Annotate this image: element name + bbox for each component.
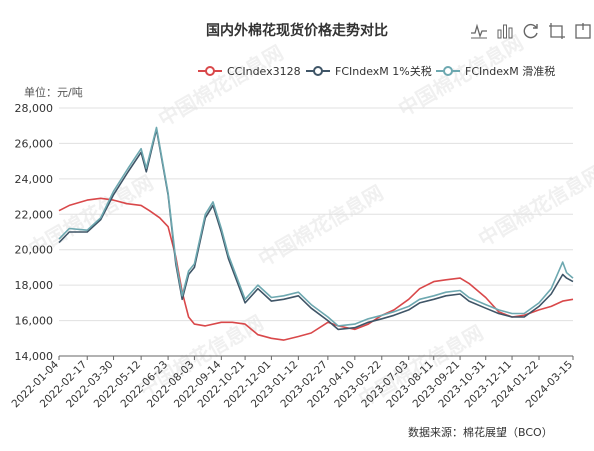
restore-icon[interactable]	[522, 22, 540, 40]
legend-item-fcindex-sliding[interactable]: FCIndexM 滑准税	[436, 63, 555, 79]
legend-label: CCIndex3128	[227, 64, 301, 78]
unit-label: 单位：元/吨	[24, 86, 83, 99]
series-line	[58, 128, 574, 331]
bar-view-icon[interactable]	[496, 22, 514, 40]
line-view-icon[interactable]	[470, 22, 488, 40]
y-tick-label: 26,000	[15, 137, 54, 150]
y-tick-label: 24,000	[15, 173, 54, 186]
legend-label: FCIndexM 1%关税	[335, 65, 432, 78]
series-lines	[58, 126, 574, 341]
y-tick-label: 18,000	[15, 279, 54, 292]
y-tick-label: 22,000	[15, 208, 54, 221]
axes: 14,000 16,000 18,000 20,000 22,000 24,000 26,0…	[9, 102, 575, 410]
legend-item-ccindex[interactable]: CCIndex3128	[198, 63, 301, 79]
source-note: 数据来源：棉花展望（BCO）	[408, 426, 553, 439]
save-image-icon[interactable]	[548, 22, 566, 40]
legend-item-fcindex-1pct[interactable]: FCIndexM 1%关税	[306, 63, 432, 79]
grid-lines	[59, 107, 573, 322]
y-tick-label: 14,000	[15, 350, 54, 363]
legend-marker	[436, 66, 460, 76]
legend-marker	[306, 66, 330, 76]
y-tick-label: 20,000	[15, 244, 54, 257]
y-tick-label: 16,000	[15, 315, 54, 328]
y-tick-label: 28,000	[15, 102, 54, 115]
chart-title: 国内外棉花现货价格走势对比	[206, 23, 388, 39]
series-line	[58, 126, 574, 327]
legend-marker	[198, 66, 222, 76]
series-line	[58, 197, 574, 341]
legend-label: FCIndexM 滑准税	[465, 65, 556, 78]
data-view-icon[interactable]	[574, 22, 592, 40]
